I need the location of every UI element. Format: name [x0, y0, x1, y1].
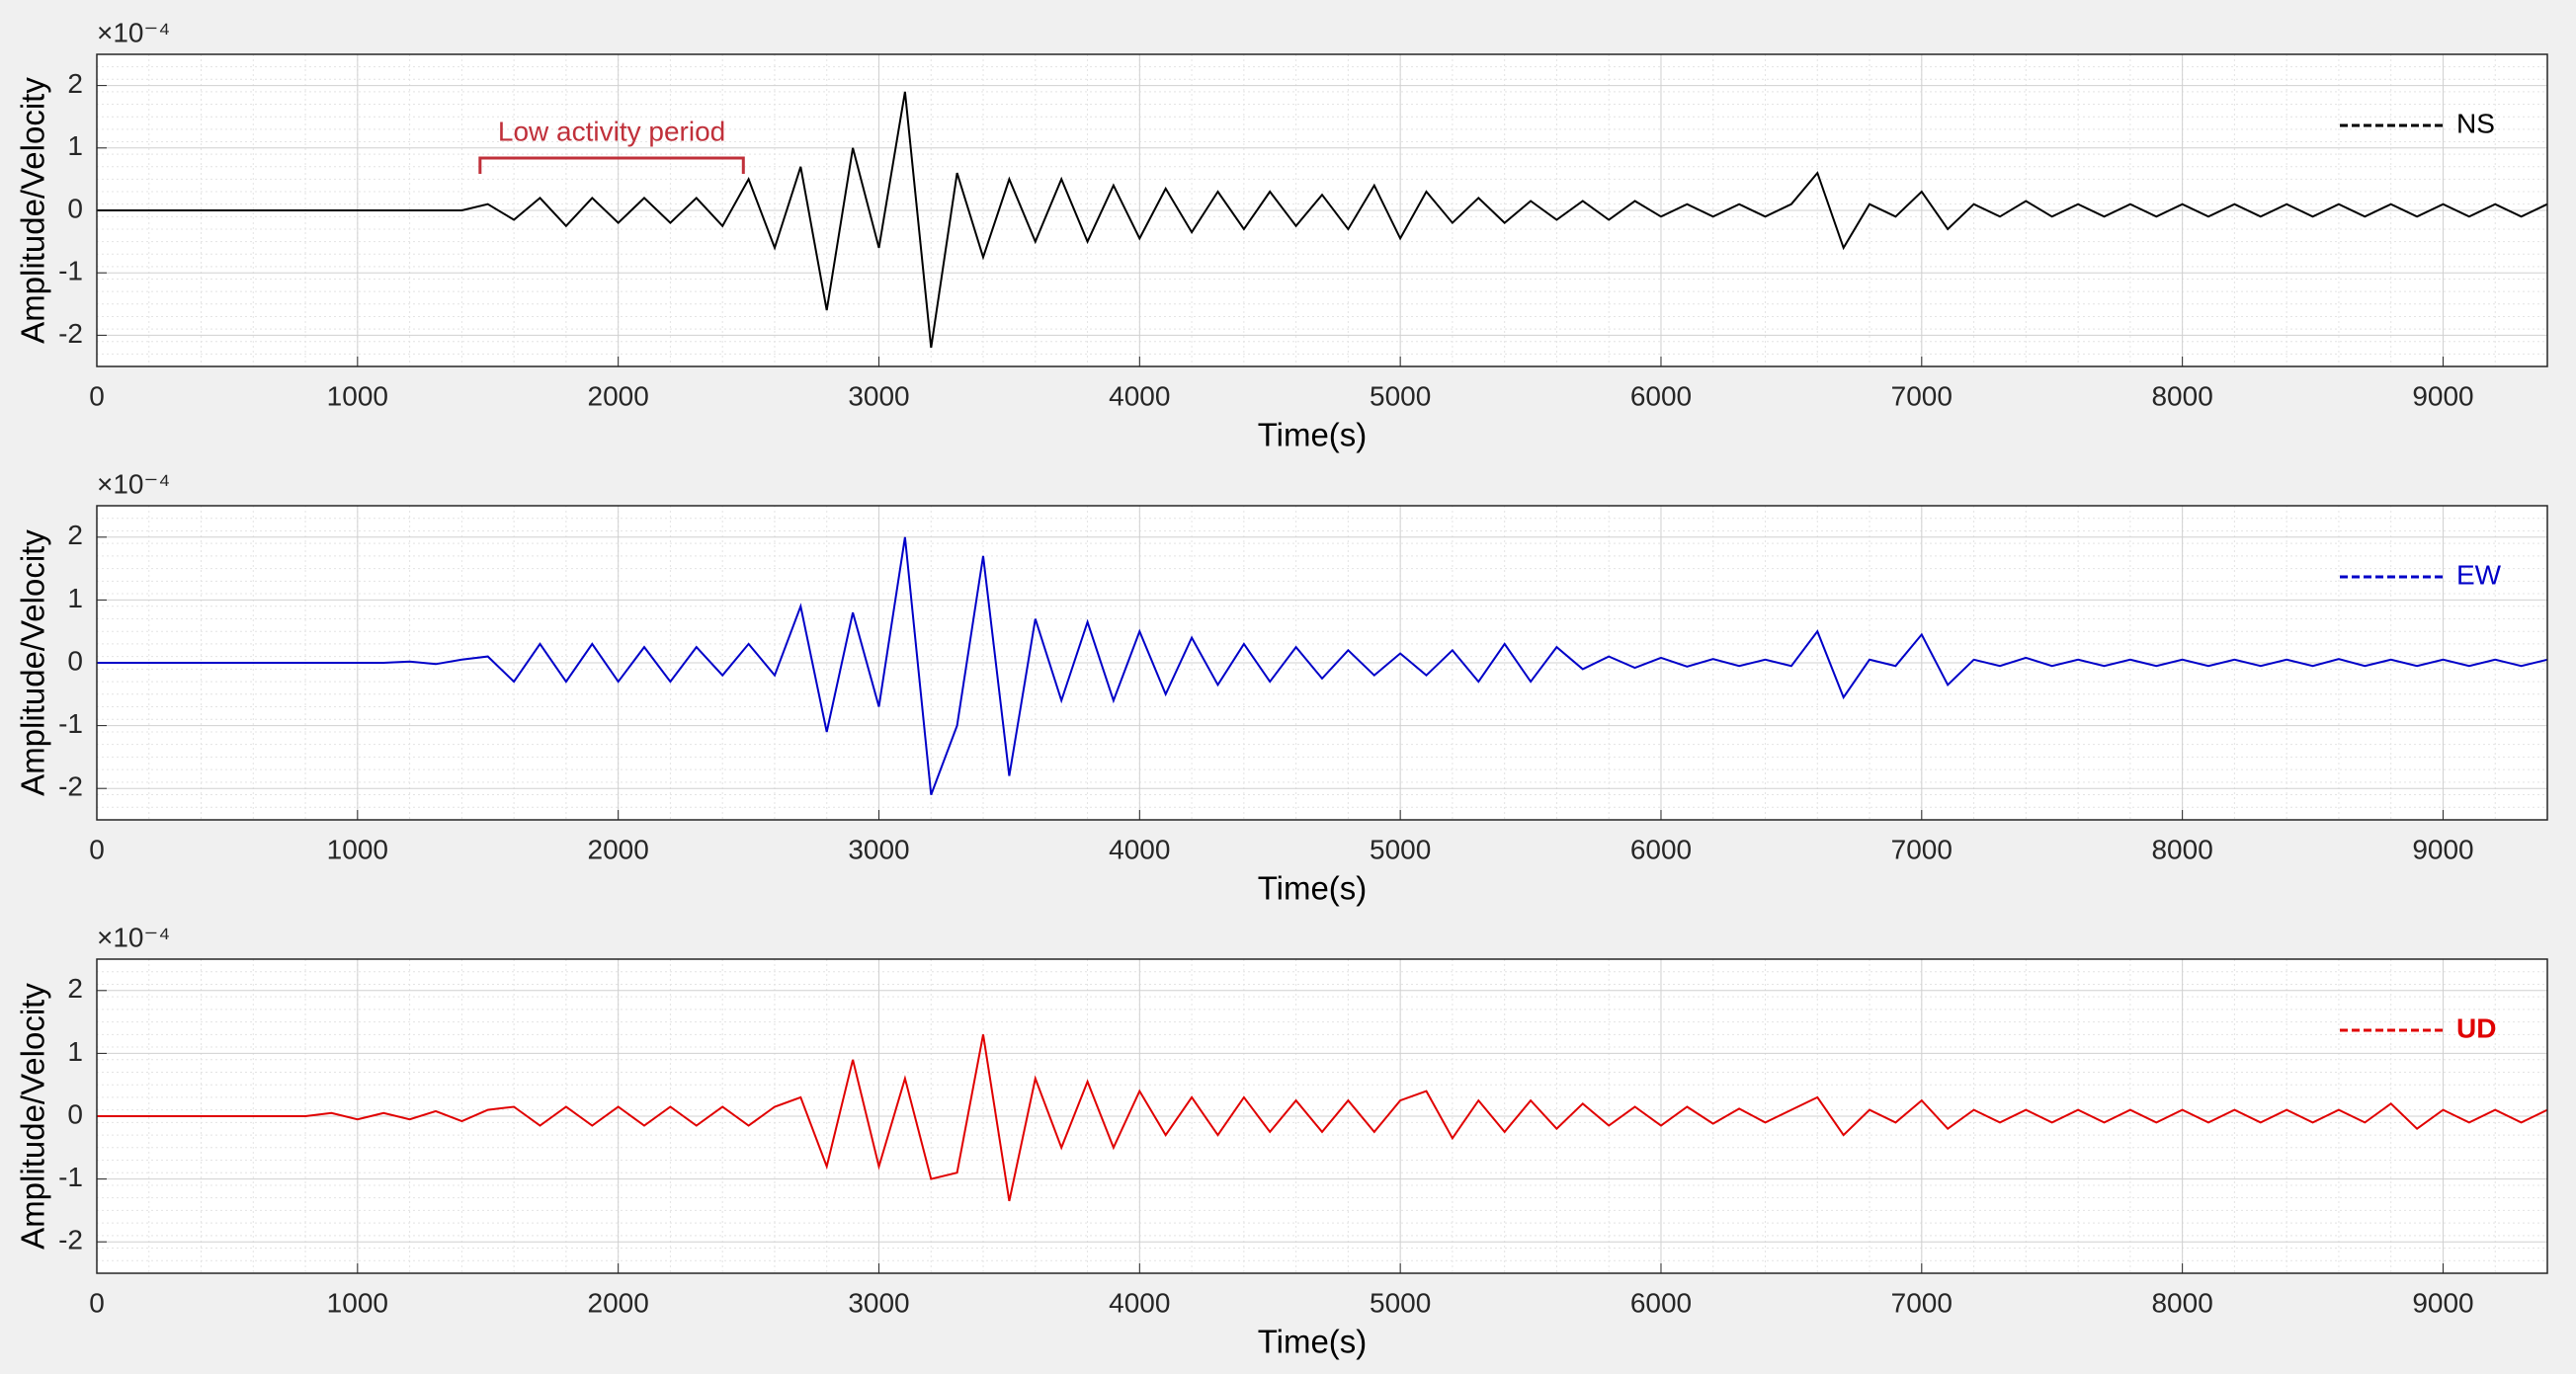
axes-frame: [96, 53, 2548, 367]
y-tick-label: 0: [67, 193, 83, 223]
y-tick-label: -1: [58, 256, 83, 286]
x-tick-label: 7000: [1891, 834, 1953, 864]
y-tick-label: 1: [67, 130, 83, 161]
x-tick-label: 9000: [2412, 834, 2473, 864]
legend-label: UD: [2456, 1012, 2496, 1043]
y-tick-label: -2: [58, 1225, 83, 1255]
x-tick-label: 6000: [1630, 1287, 1692, 1318]
y-tick-label: 0: [67, 645, 83, 676]
y-tick-label: -1: [58, 1162, 83, 1192]
x-tick-label: 4000: [1109, 834, 1170, 864]
y-exponent: ×10⁻⁴: [97, 17, 170, 47]
trace: [97, 1034, 2548, 1202]
x-axis-label: Time(s): [1258, 1324, 1368, 1360]
y-exponent: ×10⁻⁴: [97, 468, 170, 499]
y-axis-label: Amplitude/Velocity: [15, 983, 51, 1250]
x-tick-label: 9000: [2412, 1287, 2473, 1318]
y-axis-label: Amplitude/Velocity: [15, 77, 51, 344]
trace: [97, 91, 2548, 349]
x-tick-label: 6000: [1630, 834, 1692, 864]
y-tick-label: 2: [67, 520, 83, 550]
x-axis-label: Time(s): [1258, 870, 1368, 907]
x-tick-label: 8000: [2151, 380, 2212, 411]
x-tick-label: 7000: [1891, 1287, 1953, 1318]
x-tick-label: 3000: [848, 1287, 909, 1318]
axes-frame: [96, 505, 2548, 821]
legend-label: EW: [2456, 559, 2502, 590]
x-tick-label: 8000: [2151, 1287, 2212, 1318]
x-tick-label: 2000: [588, 380, 649, 411]
y-tick-label: 2: [67, 68, 83, 99]
x-tick-label: 0: [89, 1287, 105, 1318]
x-tick-label: 4000: [1109, 380, 1170, 411]
x-tick-label: 2000: [588, 1287, 649, 1318]
annotation: Low activity period: [498, 116, 725, 146]
y-tick-label: 1: [67, 1036, 83, 1067]
y-tick-label: -2: [58, 771, 83, 802]
y-axis-label: Amplitude/Velocity: [15, 529, 51, 796]
y-tick-label: 1: [67, 583, 83, 613]
y-tick-label: -1: [58, 708, 83, 739]
x-tick-label: 1000: [327, 1287, 388, 1318]
annotation-bracket: [478, 156, 745, 174]
x-tick-label: 9000: [2412, 380, 2473, 411]
x-tick-label: 1000: [327, 380, 388, 411]
x-tick-label: 5000: [1370, 834, 1431, 864]
x-tick-label: 6000: [1630, 380, 1692, 411]
x-tick-label: 0: [89, 834, 105, 864]
y-exponent: ×10⁻⁴: [97, 922, 170, 952]
x-tick-label: 4000: [1109, 1287, 1170, 1318]
axes-frame: [96, 958, 2548, 1274]
legend-label: NS: [2456, 108, 2495, 138]
y-tick-label: -2: [58, 318, 83, 349]
x-tick-label: 5000: [1370, 380, 1431, 411]
x-axis-label: Time(s): [1258, 417, 1368, 453]
x-tick-label: 7000: [1891, 380, 1953, 411]
y-tick-label: 0: [67, 1098, 83, 1129]
x-tick-label: 5000: [1370, 1287, 1431, 1318]
trace: [97, 536, 2548, 795]
x-tick-label: 0: [89, 380, 105, 411]
x-tick-label: 2000: [588, 834, 649, 864]
x-tick-label: 1000: [327, 834, 388, 864]
x-tick-label: 3000: [848, 380, 909, 411]
x-tick-label: 3000: [848, 834, 909, 864]
y-tick-label: 2: [67, 973, 83, 1004]
x-tick-label: 8000: [2151, 834, 2212, 864]
